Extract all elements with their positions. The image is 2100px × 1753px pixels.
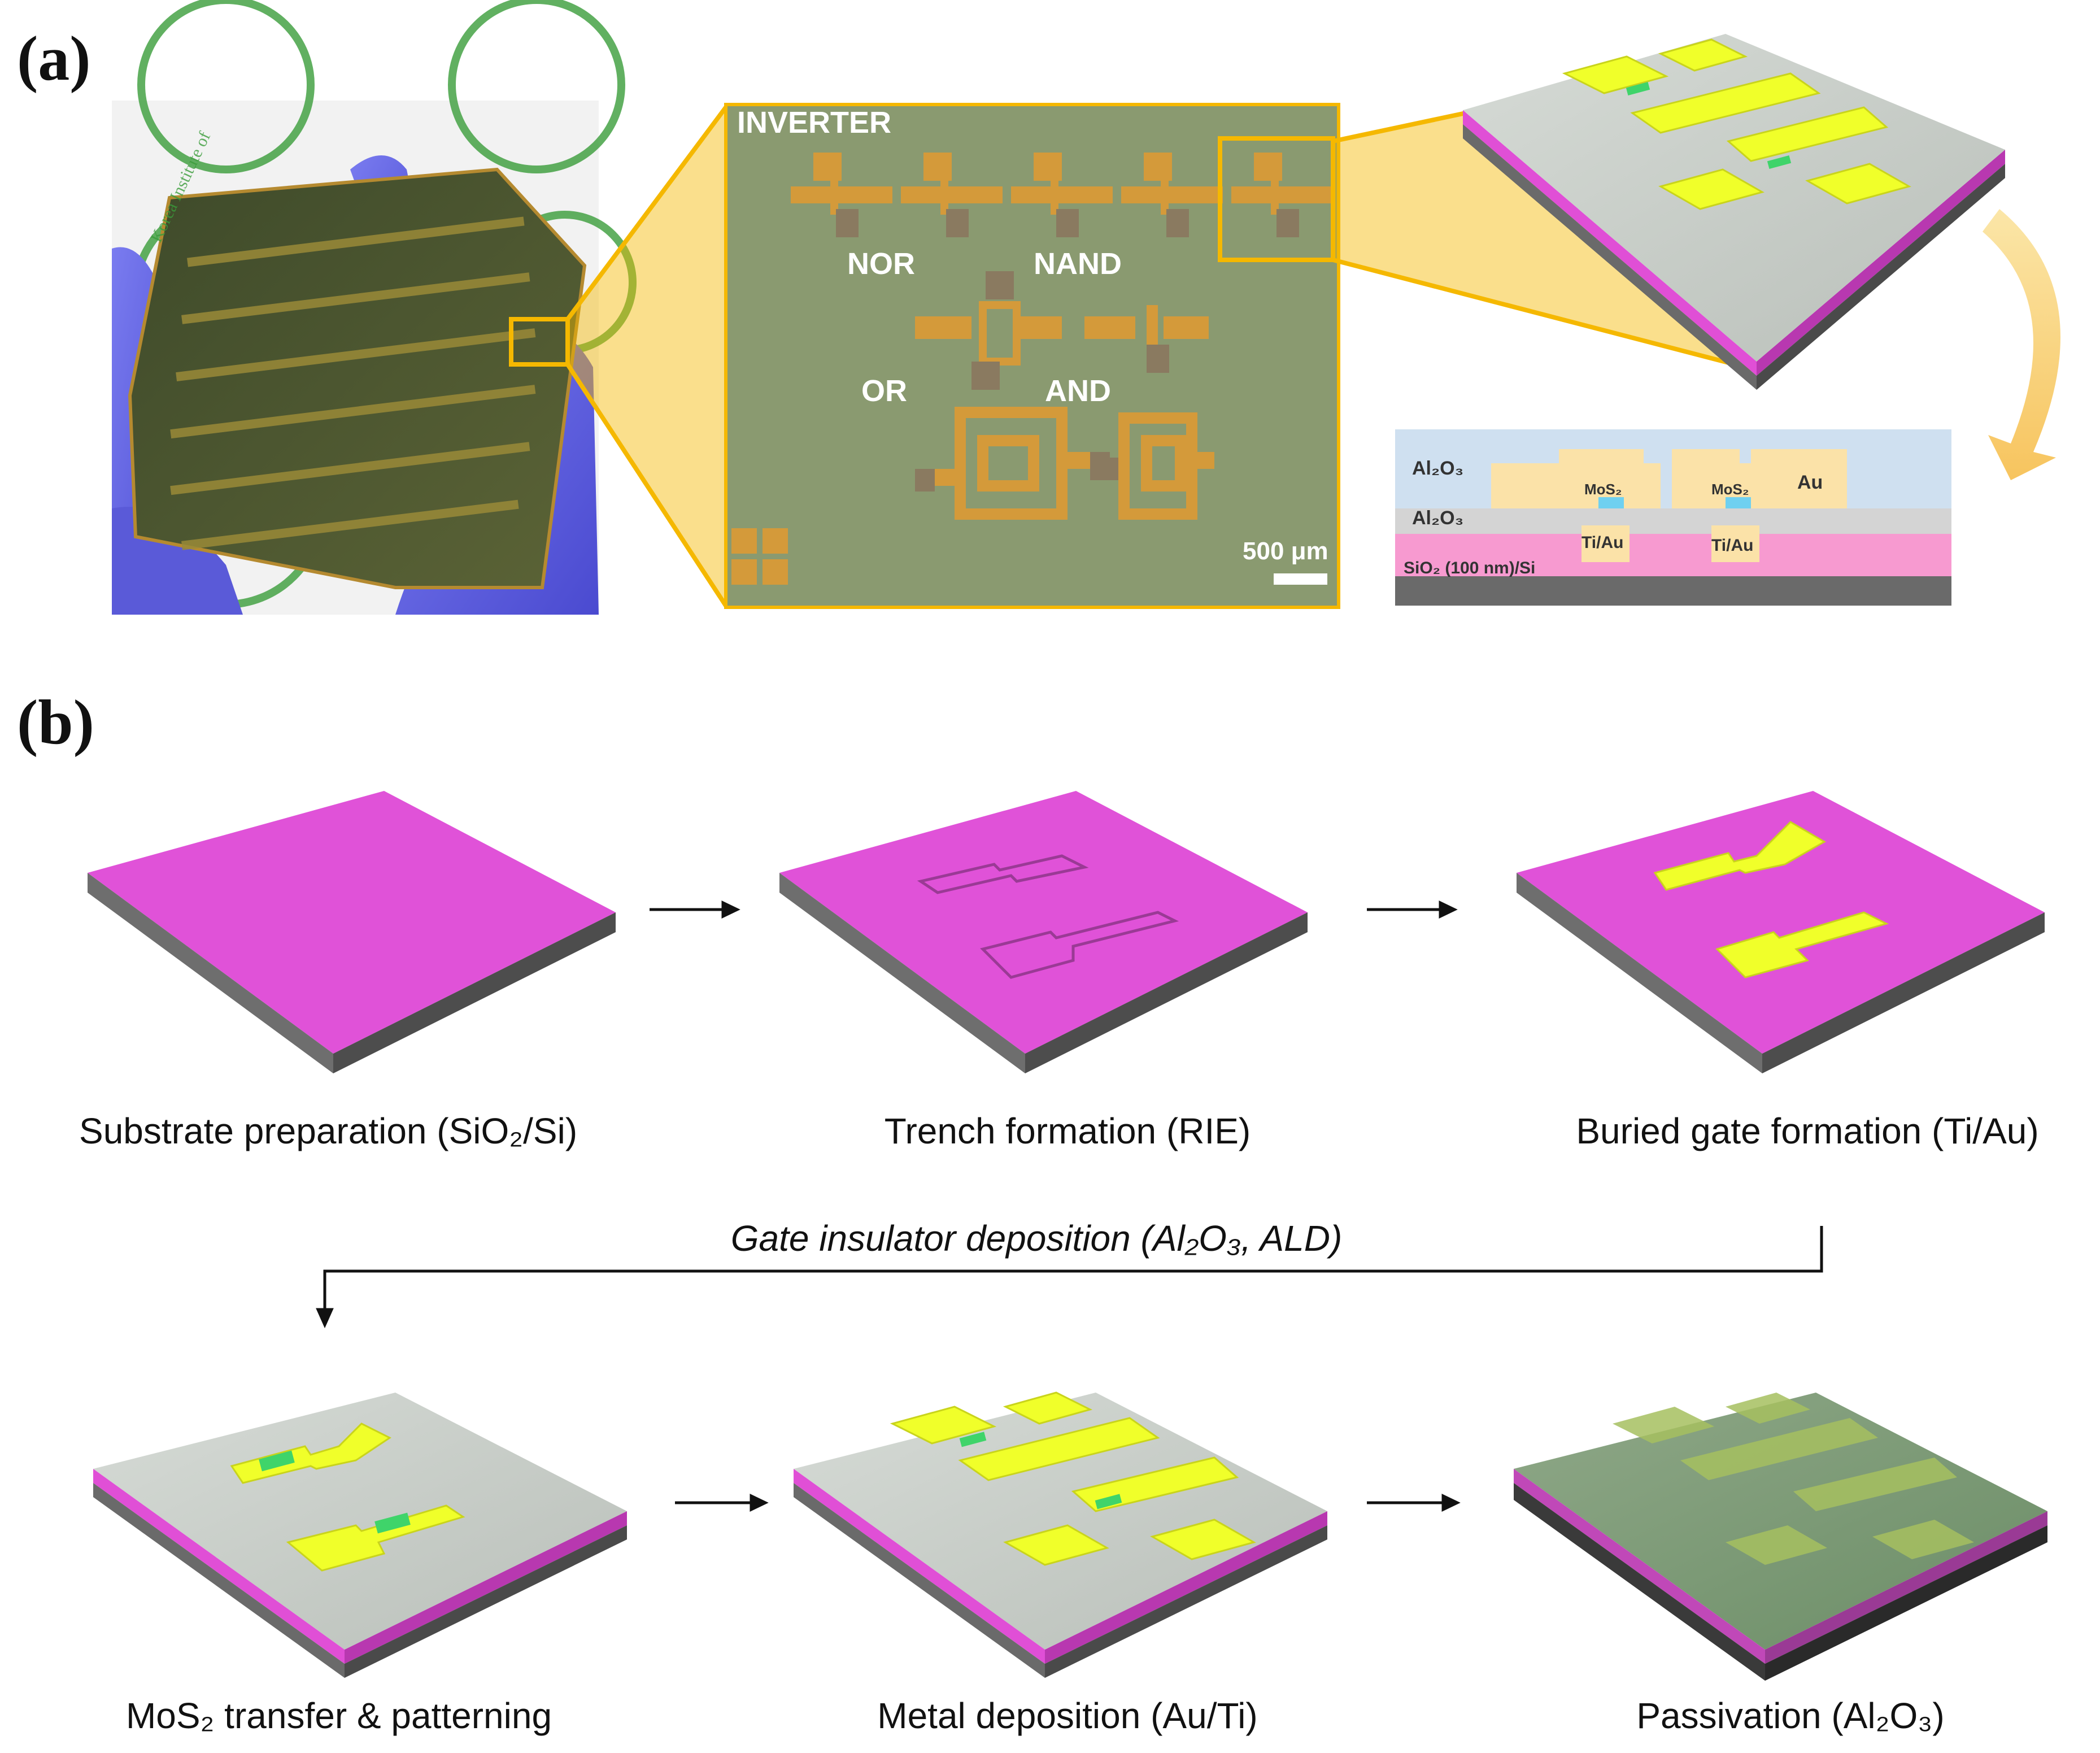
pad-cluster [731,528,788,585]
step4-slab [93,1393,627,1678]
xs-tiau-right: Ti/Au [1711,536,1753,555]
panel-label-a: (a) [17,24,91,94]
caption-passivation: Passivation (Al₂O₃) [1636,1695,1945,1736]
xs-mos2-left: MoS₂ [1584,481,1622,498]
label-nor: NOR [847,247,915,281]
cross-section: Al₂O₃ Al₂O₃ MoS₂ MoS₂ Au Ti/Au Ti/Au SiO… [1395,429,1951,606]
step6-slab [1514,1393,2047,1681]
panel-label-b: (b) [17,688,94,758]
xs-mos2-right: MoS₂ [1711,481,1749,498]
zoom-box-small [509,317,570,367]
inverter-3d [1463,34,2005,390]
step2-slab [779,791,1308,1073]
caption-trench-formation: Trench formation (RIE) [884,1111,1251,1151]
xs-al2o3-top: Al₂O₃ [1412,458,1463,479]
micrograph: INVERTER NOR NAND OR AND 500 μm [724,103,1340,609]
zoom-callout-1 [568,107,726,606]
process-arrows [316,901,1823,1512]
zoom-callout-2 [1333,113,1757,370]
xs-substrate: SiO₂ (100 nm)/Si [1404,559,1535,577]
curved-arrow [1983,209,2060,480]
caption-gate-insulator: Gate insulator deposition (Al₂O₃, ALD) [730,1218,1343,1259]
label-and: AND [1045,374,1111,408]
step1-slab [88,791,616,1073]
caption-metal-deposition: Metal deposition (Au/Ti) [877,1695,1258,1736]
caption-mos2-transfer: MoS₂ transfer & patterning [125,1695,552,1736]
caption-substrate-preparation: Substrate preparation (SiO₂/Si) [79,1111,578,1151]
xs-au: Au [1797,472,1823,493]
label-or: OR [861,374,907,408]
caption-buried-gate: Buried gate formation (Ti/Au) [1576,1111,2039,1151]
step5-slab [794,1391,1327,1678]
label-nand: NAND [1034,247,1122,281]
xs-al2o3-mid: Al₂O₃ [1412,507,1463,529]
zoom-box-inverter [1218,136,1335,262]
nor-nand-gates [915,271,1209,390]
label-inverter: INVERTER [737,106,891,140]
wafer-die [128,167,587,589]
scale-bar-label: 500 μm [1243,537,1328,565]
xs-tiau-left: Ti/Au [1581,533,1623,552]
scale-bar [1274,573,1327,585]
inverter-row [791,153,1333,237]
wafer-photo [112,0,637,615]
step3-slab [1517,791,2045,1073]
